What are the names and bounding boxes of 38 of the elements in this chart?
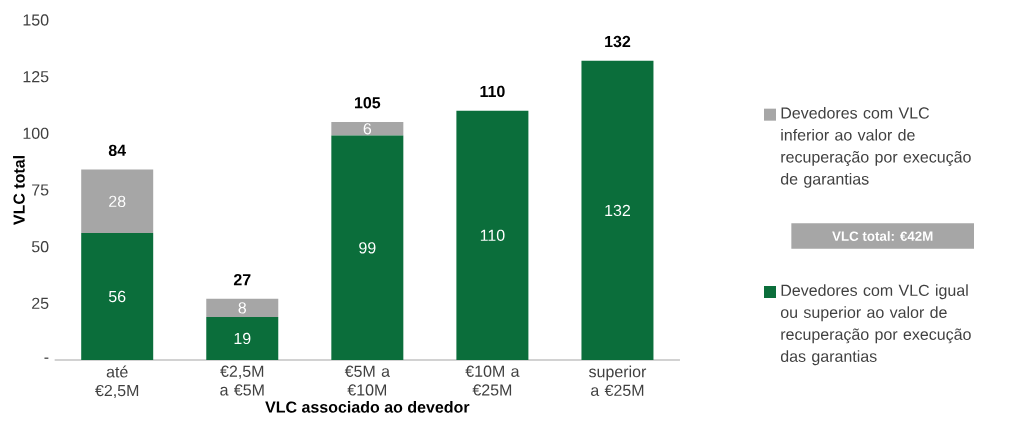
- total-label: 105: [354, 97, 381, 109]
- x-tick-label: €10M a €25M: [465, 365, 520, 396]
- y-axis-title: VLC total: [13, 156, 25, 225]
- bar: [206, 298, 279, 317]
- x-axis-title: VLC associado ao devedor: [265, 401, 470, 413]
- y-tick-label: 50: [31, 241, 49, 253]
- y-tick-label: 25: [32, 297, 49, 309]
- total-label: 84: [108, 144, 127, 156]
- y-tick-label: 100: [23, 127, 49, 139]
- x-tick-label: até €2,5M: [95, 365, 139, 399]
- bar: [206, 316, 279, 360]
- bar: [456, 110, 529, 360]
- data-label: 19: [234, 332, 251, 345]
- data-label: 99: [359, 242, 376, 254]
- total-label: 27: [233, 274, 251, 286]
- y-tick-label: 75: [32, 184, 49, 196]
- total-label: 132: [605, 35, 631, 48]
- text: VLC total: €42M: [832, 231, 933, 241]
- y-tick-label: 150: [23, 14, 49, 26]
- data-label: 110: [480, 229, 505, 241]
- bar: [581, 60, 654, 360]
- x-tick-label: €5M a €10M: [344, 365, 390, 396]
- data-label: 28: [109, 195, 126, 207]
- data-label: 132: [605, 204, 630, 217]
- x-tick-label: superior a €25M: [589, 365, 647, 397]
- x-tick-label: €2,5M a €5M: [220, 365, 264, 396]
- data-label: 56: [108, 290, 126, 303]
- legend-label: Devedores com VLC igual ou superior ao valor de recuperação por execução das garantias: [780, 284, 971, 366]
- data-label: 8: [238, 302, 247, 314]
- bar: [81, 233, 154, 360]
- y-tick-label: -: [44, 357, 49, 359]
- legend-label: Devedores com VLC inferior ao valor de recuperação por execução de garantias: [780, 106, 971, 188]
- bar: [81, 169, 154, 234]
- y-tick-label: 125: [23, 71, 49, 83]
- data-label: 6: [363, 123, 372, 135]
- bar: [331, 122, 404, 136]
- bar: [331, 135, 404, 360]
- total-label: 110: [480, 85, 505, 98]
